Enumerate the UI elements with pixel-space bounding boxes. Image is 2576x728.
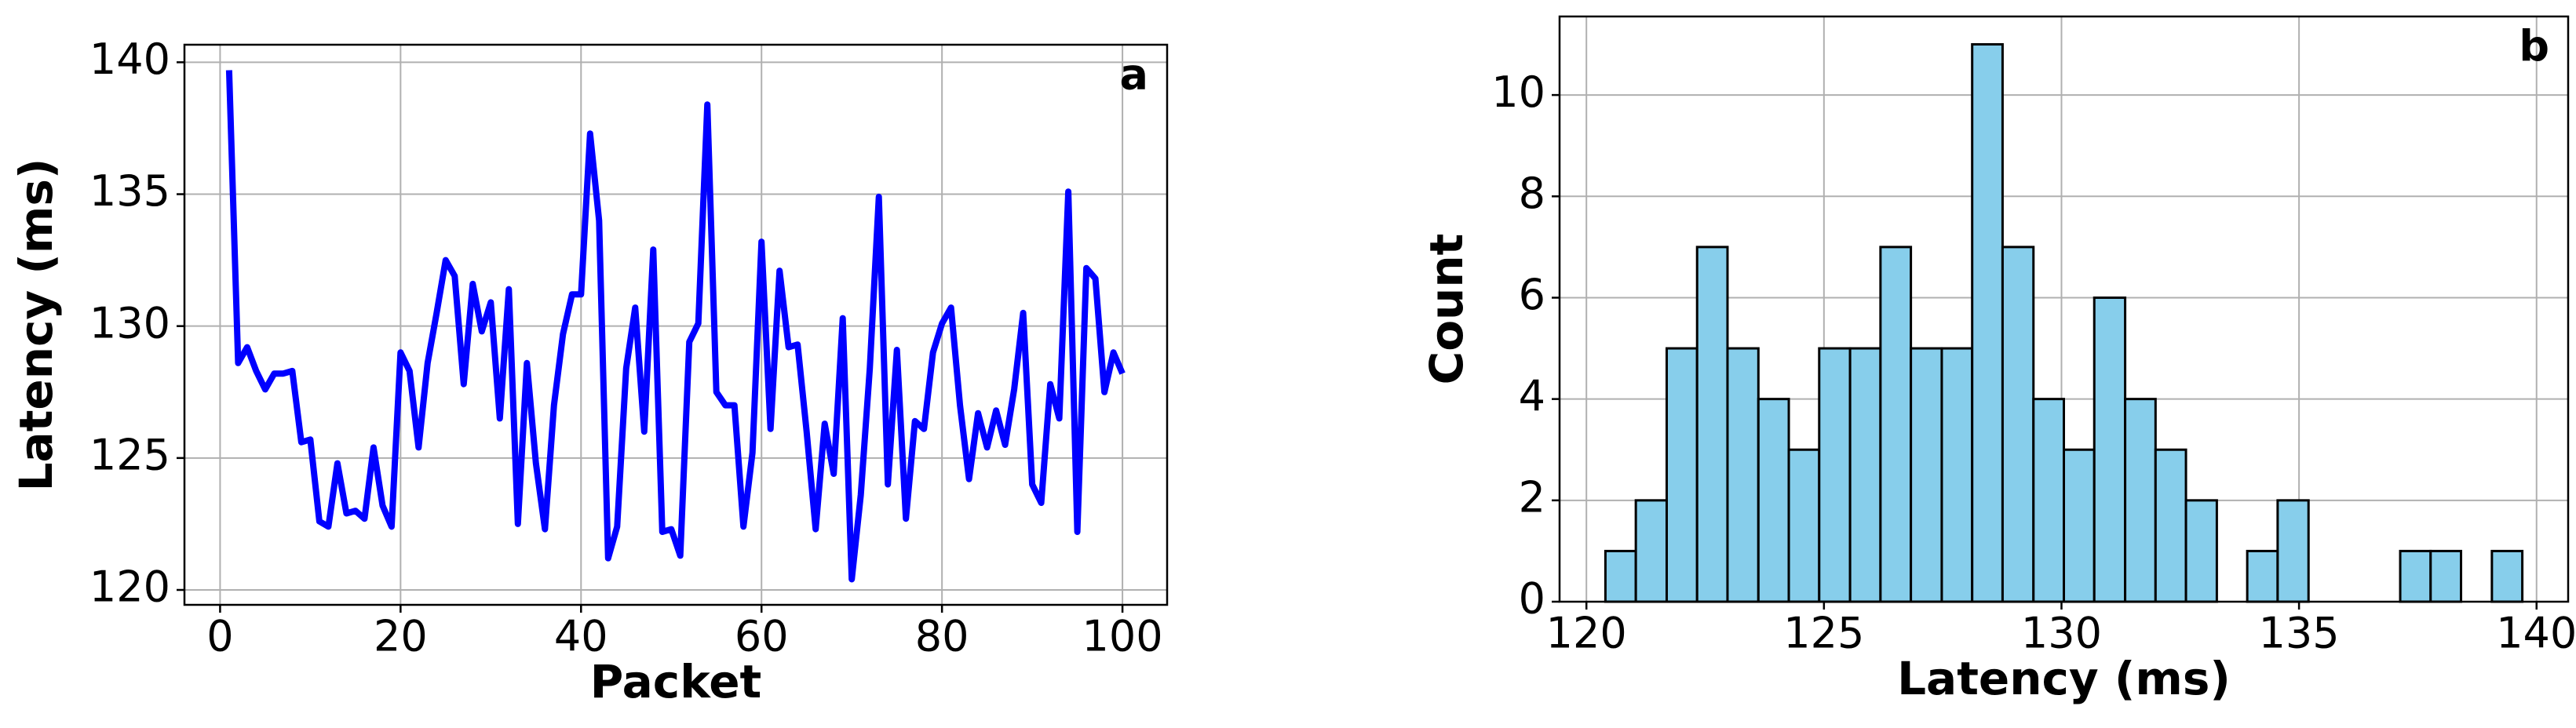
x-axis-label: Latency (ms) <box>1897 652 2231 705</box>
x-tick-label: 130 <box>2021 609 2102 658</box>
histogram-bar <box>1940 347 1974 603</box>
y-tick-label: 120 <box>89 562 170 612</box>
histogram-bar <box>2399 549 2432 603</box>
histogram-bar <box>1879 246 1913 603</box>
x-tick-label: 120 <box>1546 609 1627 658</box>
y-tick-label: 6 <box>1519 270 1545 319</box>
y-tick-label: 4 <box>1519 371 1545 420</box>
y-tick-label: 2 <box>1519 472 1545 522</box>
y-tick-label: 8 <box>1519 169 1545 218</box>
x-tick-label: 100 <box>1082 612 1163 661</box>
x-tick-label: 80 <box>915 612 969 661</box>
x-tick-label: 140 <box>2496 609 2576 658</box>
histogram-bar <box>1971 43 2004 603</box>
axes-frame <box>1558 15 2570 603</box>
histogram-bar <box>2093 296 2127 603</box>
subplot: 120 125 130 135 140 0 2 4 6 8 10 Latency (ms) Count b <box>1420 15 2576 705</box>
histogram-bar <box>1848 347 1882 603</box>
histogram-bar <box>1695 246 1729 603</box>
histogram-bar <box>1818 347 1852 603</box>
subplot: 0 20 40 60 80 100 120 125 130 135 140 Packet Latency… <box>9 35 1169 708</box>
y-tick-label: 10 <box>1491 67 1545 117</box>
y-axis-label: Count <box>1420 234 1473 385</box>
histogram-bar <box>1757 398 1790 603</box>
histogram-bar <box>2184 499 2218 603</box>
histogram-bar <box>2276 499 2310 603</box>
histogram-bar <box>1787 448 1821 603</box>
x-tick-label: 40 <box>554 612 608 661</box>
y-tick-label: 140 <box>89 35 170 84</box>
histogram-bar <box>2063 448 2096 603</box>
histogram-bar <box>2124 398 2157 603</box>
histogram-bar <box>2154 448 2187 603</box>
y-tick-label: 135 <box>89 166 170 216</box>
histogram-bar <box>2246 549 2279 603</box>
y-tick-label: 0 <box>1519 574 1545 624</box>
axes-frame <box>183 43 1169 606</box>
histogram-bar <box>2032 398 2066 603</box>
x-tick-label: 135 <box>2259 609 2340 658</box>
histogram-bar <box>2429 549 2463 603</box>
histogram-bar <box>2490 549 2524 603</box>
panel-label: b <box>2519 22 2549 71</box>
histogram-bar <box>1634 499 1668 603</box>
y-tick-label: 125 <box>89 430 170 479</box>
y-axis-label: Latency (ms) <box>9 158 63 492</box>
data-line <box>225 70 1126 583</box>
histogram-bar <box>1604 549 1637 603</box>
histogram-bar <box>2001 246 2035 603</box>
histogram-bar <box>1665 347 1698 603</box>
x-tick-label: 125 <box>1783 609 1864 658</box>
histogram-bar <box>1910 347 1943 603</box>
histogram-bar <box>1726 347 1760 603</box>
panel-label: a <box>1120 50 1148 100</box>
y-tick-label: 130 <box>89 298 170 348</box>
x-axis-label: Packet <box>590 655 762 708</box>
x-tick-label: 20 <box>374 612 428 661</box>
x-tick-label: 60 <box>735 612 789 661</box>
x-tick-label: 0 <box>206 612 233 661</box>
